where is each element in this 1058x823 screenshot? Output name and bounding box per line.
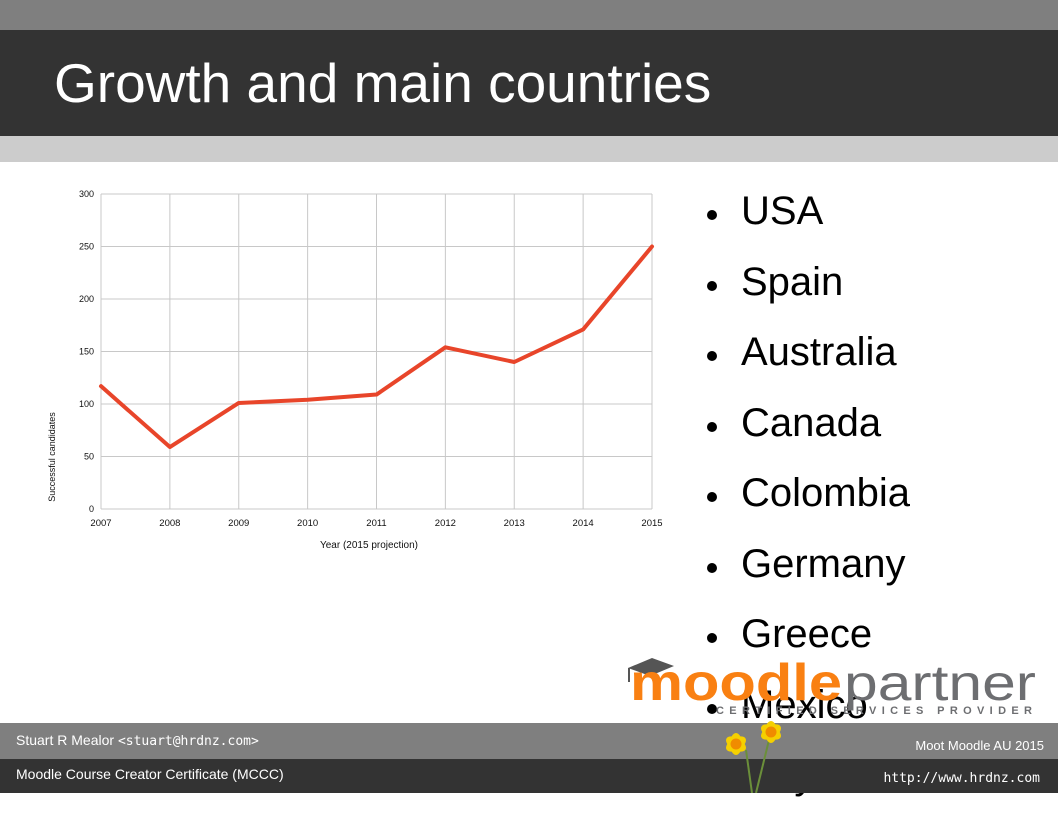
country-label: USA xyxy=(741,189,824,233)
bullet-icon xyxy=(707,562,717,573)
top-strip xyxy=(0,0,1058,30)
x-tick-label: 2007 xyxy=(90,518,111,529)
title-bar xyxy=(0,30,1058,136)
country-label: Greece xyxy=(741,612,873,656)
bullet-icon xyxy=(707,351,717,361)
y-axis-label: Successful candidates xyxy=(47,412,57,502)
graduation-cap-icon xyxy=(628,658,674,682)
country-label: Canada xyxy=(741,400,882,445)
country-label: Colombia xyxy=(741,471,910,515)
bullet-icon xyxy=(707,280,717,291)
x-tick-label: 2009 xyxy=(228,518,249,529)
moodle-partner-logo: moodle partner CERTIFIED SERVICES PROVID… xyxy=(628,654,1036,717)
y-tick-label: 150 xyxy=(79,347,94,357)
x-tick-labels: 2007 2008 2009 2010 2011 2012 2013 2014 2015 xyxy=(90,518,662,529)
footer-bottom-band xyxy=(0,759,1058,793)
y-tick-label: 0 xyxy=(89,504,94,514)
author-name: Stuart R Mealor xyxy=(16,732,115,748)
footer-top-band xyxy=(0,723,1058,759)
country-label: Germany xyxy=(741,541,906,586)
country-label: Australia xyxy=(741,330,897,374)
bullet-icon xyxy=(707,210,717,220)
author-email: <stuart@hrdnz.com> xyxy=(117,734,259,749)
x-tick-label: 2008 xyxy=(159,518,180,529)
slide-title: Growth and main countries xyxy=(54,52,712,114)
bullet-icon xyxy=(707,421,717,432)
bullet-icon xyxy=(707,633,717,643)
x-tick-label: 2012 xyxy=(435,518,456,529)
y-tick-label: 100 xyxy=(79,399,94,409)
website-url[interactable]: http://www.hrdnz.com xyxy=(883,771,1040,786)
x-tick-label: 2014 xyxy=(573,518,594,529)
y-tick-label: 250 xyxy=(79,242,94,252)
x-tick-label: 2010 xyxy=(297,518,318,529)
x-tick-label: 2011 xyxy=(366,518,386,529)
series-line xyxy=(99,244,654,450)
chart-grid xyxy=(100,193,653,510)
bullet-icon xyxy=(707,492,717,502)
country-label: Mexico xyxy=(741,682,868,727)
y-tick-label: 200 xyxy=(79,294,94,304)
x-tick-label: 2015 xyxy=(641,518,662,529)
sub-strip xyxy=(0,136,1058,162)
x-tick-label: 2013 xyxy=(504,518,525,529)
logo-partner-text: partner xyxy=(844,655,1036,711)
y-tick-label: 50 xyxy=(84,452,94,462)
event-name: Moot Moodle AU 2015 xyxy=(915,738,1044,753)
bullet-icon xyxy=(707,703,717,714)
daffodil-icon xyxy=(726,721,781,793)
y-tick-labels: 0 50 100 150 200 250 300 xyxy=(79,189,94,514)
author-credit: Stuart R Mealor <stuart@hrdnz.com> xyxy=(16,732,259,749)
logo-moodle-text: moodle xyxy=(630,654,842,712)
certificate-name: Moodle Course Creator Certificate (MCCC) xyxy=(16,766,284,782)
country-label: Spain xyxy=(741,259,844,304)
x-axis-label: Year (2015 projection) xyxy=(320,540,418,551)
y-tick-label: 300 xyxy=(79,189,94,199)
